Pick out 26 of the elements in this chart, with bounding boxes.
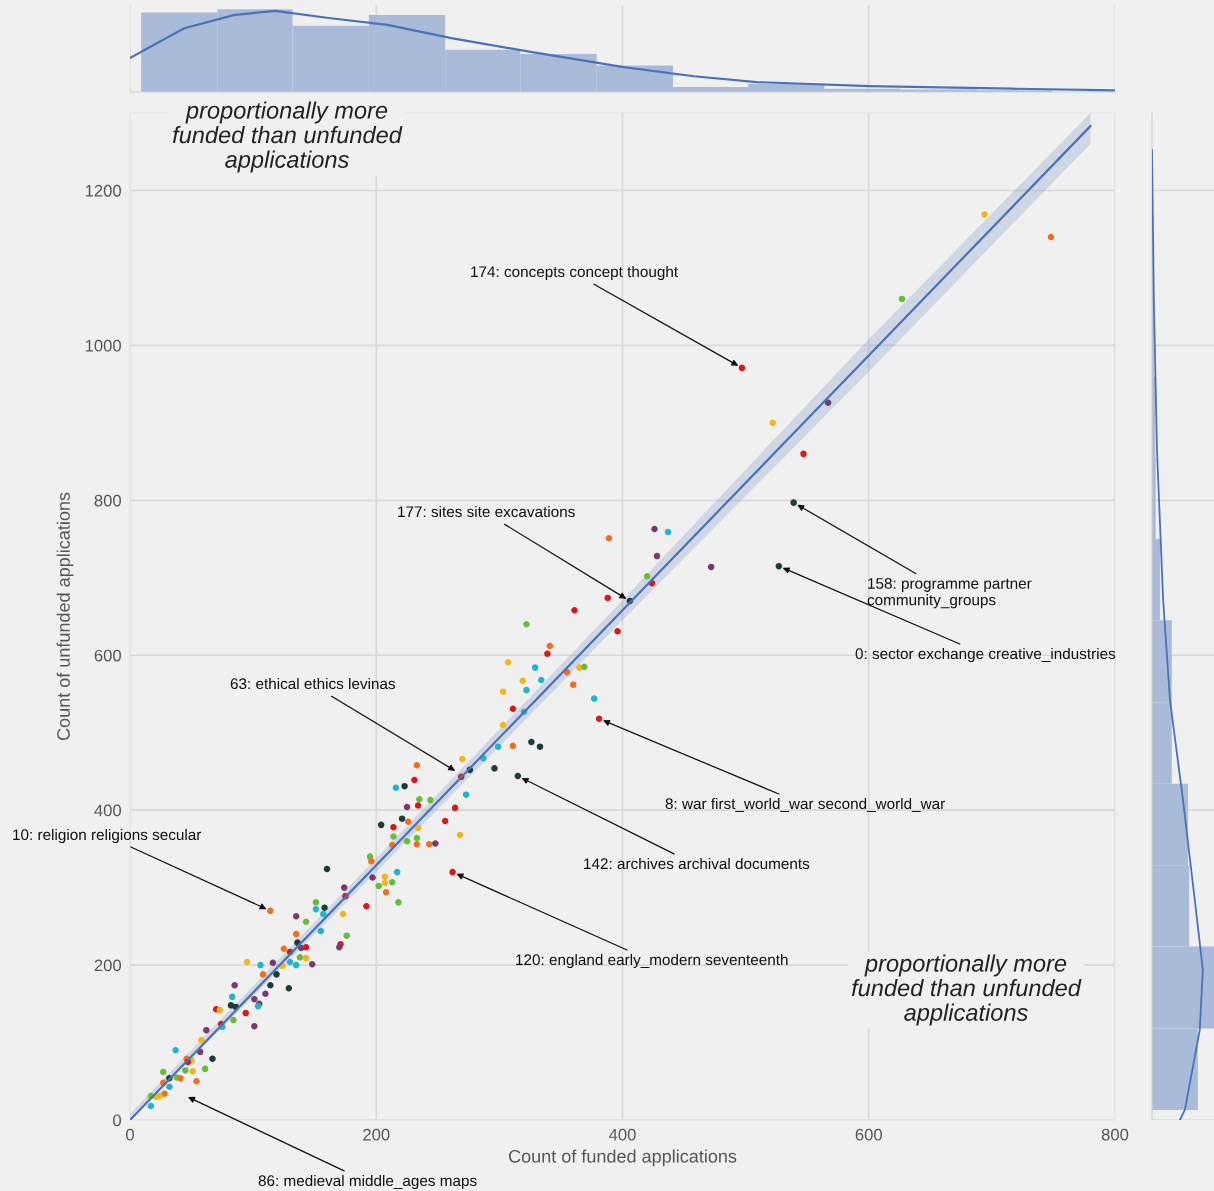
- annotation: 177: sites site excavations: [398, 505, 575, 518]
- x-tick-label: 200: [363, 1128, 390, 1141]
- y-tick-label: 200: [94, 959, 122, 972]
- y-tick-label: 800: [94, 494, 122, 507]
- y-tick-label: 400: [94, 804, 122, 817]
- annotation: 120: england early_modern seventeenth: [516, 953, 788, 969]
- y-tick-label: 600: [94, 649, 122, 662]
- text: 86: medieval middle_ages maps: [258, 1174, 477, 1190]
- x-tick-label: 600: [855, 1128, 882, 1141]
- x-tick-label: 800: [1101, 1128, 1129, 1141]
- annotation: 158: programme partner community_groups: [867, 578, 1032, 609]
- y-tick-label: 1200: [85, 184, 122, 197]
- x-tick-label: 400: [608, 1128, 636, 1141]
- annotation: 174: concepts concept thought: [471, 265, 678, 281]
- annotation: proportionally more funded than unfunded applications: [172, 101, 403, 173]
- x-axis-title: Count of funded applications: [508, 1149, 737, 1167]
- annotation: 0: sector exchange creative_industries: [855, 647, 1116, 663]
- annotation: proportionally more funded than unfunded applications: [851, 954, 1082, 1026]
- annotation: 10: religion religions secular: [13, 828, 202, 844]
- y-tick-label: 0: [113, 1114, 122, 1127]
- y-tick-label: 1000: [85, 339, 122, 352]
- annotation: 142: archives archival documents: [584, 857, 810, 870]
- annotation: 8: war first_world_war second_world_war: [665, 797, 945, 812]
- annotation: 63: ethical ethics levinas: [230, 677, 396, 690]
- y-axis-title: Count of unfunded applications: [56, 492, 74, 741]
- x-tick-label: 0: [126, 1128, 134, 1141]
